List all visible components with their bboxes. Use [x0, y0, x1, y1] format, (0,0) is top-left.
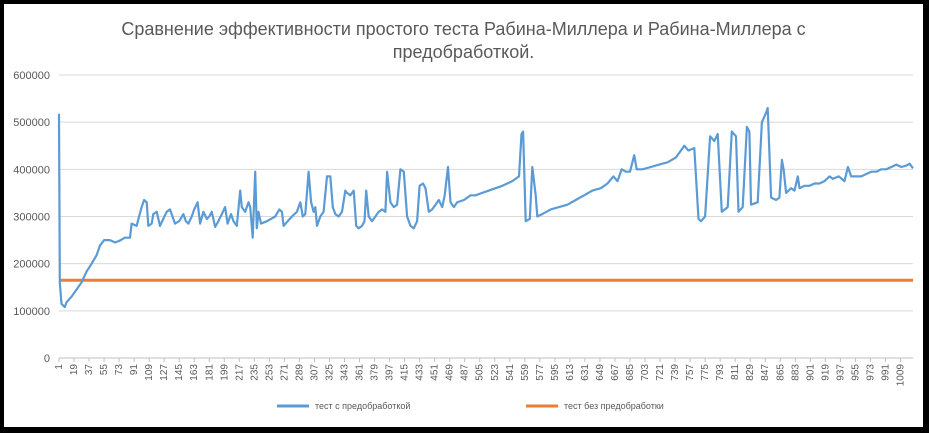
x-tick-label: 199 [219, 364, 230, 381]
x-tick-label: 397 [385, 364, 396, 381]
x-tick-label: 793 [715, 364, 726, 381]
x-tick-label: 289 [294, 364, 305, 381]
x-tick-label: 829 [745, 364, 756, 381]
x-tick-label: 1009 [895, 364, 906, 387]
x-tick-label: 1 [54, 364, 65, 370]
x-tick-label: 685 [625, 364, 636, 381]
x-tick-label: 883 [790, 364, 801, 381]
x-tick-label: 91 [129, 364, 140, 376]
x-tick-label: 73 [114, 364, 125, 376]
y-tick-label: 500000 [13, 117, 50, 129]
x-tick-label: 739 [670, 364, 681, 381]
x-tick-label: 127 [159, 364, 170, 381]
legend-label: тест с предобработкой [315, 401, 410, 411]
x-tick-label: 649 [595, 364, 606, 381]
x-tick-label: 775 [700, 364, 711, 381]
x-tick-label: 55 [99, 364, 110, 376]
x-tick-label: 721 [655, 364, 666, 381]
x-tick-label: 361 [355, 364, 366, 381]
y-tick-label: 200000 [13, 259, 50, 271]
x-tick-label: 847 [760, 364, 771, 381]
x-tick-label: 919 [820, 364, 831, 381]
chart-title-line-2: предобработкой. [392, 42, 535, 62]
y-tick-label: 100000 [13, 306, 50, 318]
x-tick-label: 667 [610, 364, 621, 381]
x-tick-label: 253 [264, 364, 275, 381]
x-tick-label: 37 [84, 364, 95, 376]
y-tick-label: 600000 [13, 70, 50, 82]
x-tick-label: 757 [685, 364, 696, 381]
x-tick-label: 343 [340, 364, 351, 381]
x-tick-label: 109 [144, 364, 155, 381]
x-tick-label: 865 [775, 364, 786, 381]
x-tick-label: 451 [430, 364, 441, 381]
x-tick-label: 217 [234, 364, 245, 381]
x-tick-label: 541 [505, 364, 516, 381]
series-line-with-preprocessing [57, 106, 914, 309]
x-tick-label: 595 [550, 364, 561, 381]
x-tick-label: 181 [204, 364, 215, 381]
x-tick-label: 325 [324, 364, 335, 381]
x-tick-label: 379 [370, 364, 381, 381]
x-tick-label: 145 [174, 364, 185, 381]
x-tick-label: 415 [400, 364, 411, 381]
y-tick-label: 300000 [13, 212, 50, 224]
line-chart: 0 100000 200000 300000 400000 500000 600000 1 19… [13, 70, 914, 411]
x-tick-label: 703 [640, 364, 651, 381]
y-tick-label: 400000 [13, 164, 50, 176]
x-tick-label: 271 [279, 364, 290, 381]
chart-title: Сравнение эффективности простого теста Р… [4, 18, 923, 64]
chart-frame: Сравнение эффективности простого теста Р… [4, 4, 923, 427]
x-tick-label: 487 [460, 364, 471, 381]
x-tick-label: 559 [520, 364, 531, 381]
chart-title-line-1: Сравнение эффективности простого теста Р… [121, 19, 806, 39]
x-tick-label: 991 [880, 364, 891, 381]
x-tick-label: 937 [835, 364, 846, 381]
y-tick-label: 0 [44, 353, 50, 365]
x-tick-label: 613 [565, 364, 576, 381]
x-tick-label: 901 [805, 364, 816, 381]
x-tick-label: 955 [850, 364, 861, 381]
legend-label: тест без предобработки [564, 401, 664, 411]
x-tick-label: 19 [69, 364, 80, 376]
x-tick-label: 433 [415, 364, 426, 381]
x-tick-label: 631 [580, 364, 591, 381]
x-tick-label: 307 [309, 364, 320, 381]
x-tick-label: 163 [189, 364, 200, 381]
x-tick-label: 973 [865, 364, 876, 381]
x-tick-label: 811 [730, 364, 741, 380]
x-tick-label: 469 [445, 364, 456, 381]
x-tick-label: 505 [475, 364, 486, 381]
x-tick-label: 235 [249, 364, 260, 381]
x-tick-label: 523 [490, 364, 501, 381]
x-tick-label: 577 [535, 364, 546, 381]
